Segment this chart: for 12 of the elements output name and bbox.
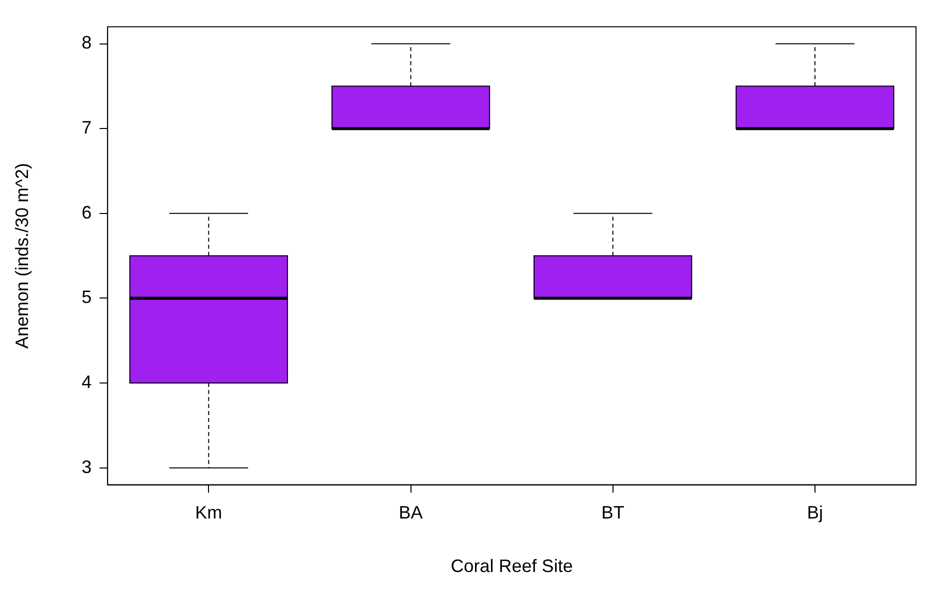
- y-tick-label: 5: [82, 287, 92, 308]
- x-tick-label: Km: [195, 502, 222, 523]
- x-tick-label: BA: [398, 502, 423, 523]
- y-tick-label: 7: [82, 118, 92, 138]
- x-tick-label: BT: [601, 502, 624, 523]
- y-tick-label: 6: [82, 202, 92, 222]
- y-tick-label: 3: [82, 456, 92, 477]
- x-tick-label: Bj: [806, 502, 823, 523]
- x-axis-title: Coral Reef Site: [450, 556, 573, 576]
- y-tick-label: 4: [82, 372, 92, 392]
- y-tick-label: 8: [82, 32, 92, 53]
- y-axis-title: Anemon (inds./30 m^2): [12, 163, 32, 349]
